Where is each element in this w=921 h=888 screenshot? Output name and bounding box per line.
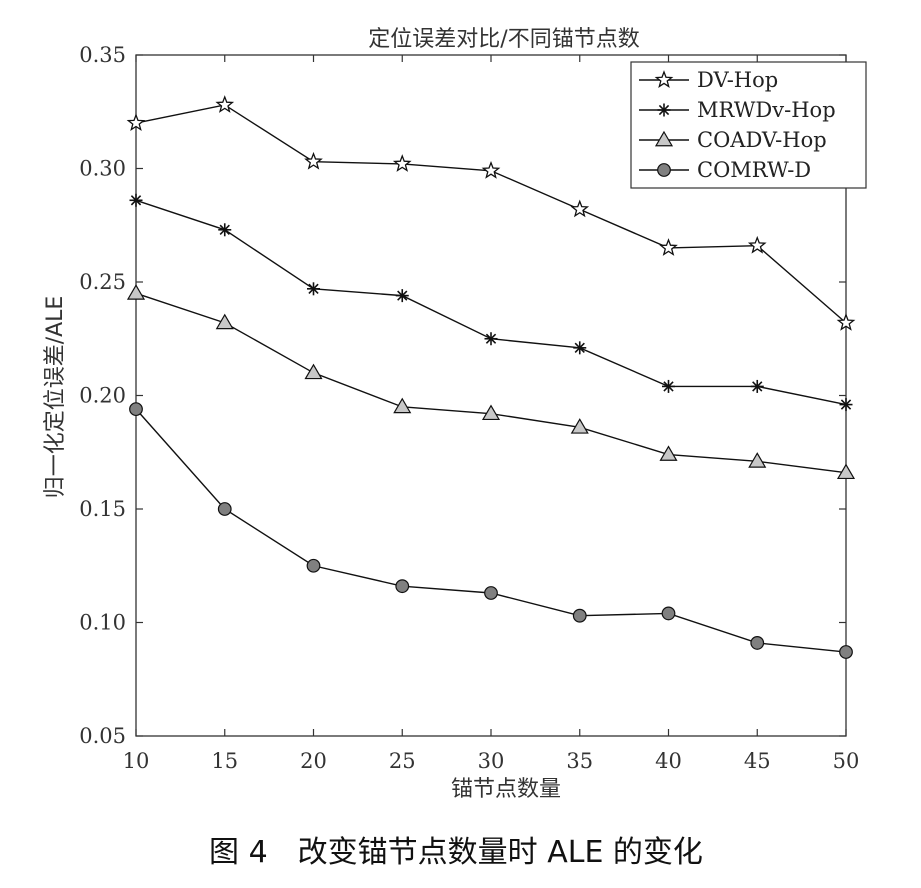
legend-label: MRWDv-Hop [697,98,836,122]
data-point [572,608,587,623]
axis-ticks: 10 15 20 25 30 35 40 45 50 0.05 0.10 0.15 0.20 0.25 0.… [79,43,859,773]
data-point [395,579,410,594]
series-dv-hop [126,95,856,331]
legend-label: COMRW-D [697,158,811,182]
data-point [836,463,856,480]
data-point [750,636,765,650]
data-point [215,95,235,113]
data-point [129,402,143,417]
x-tick-label: 45 [744,749,771,773]
figure-caption: 图 4 改变锚节点数量时 ALE 的变化 [209,835,703,870]
data-point [304,151,323,170]
x-tick-label: 30 [478,749,505,773]
y-tick-label: 0.35 [79,43,126,67]
data-point [304,363,323,380]
series-line [135,292,847,474]
data-point [839,645,853,659]
data-point [748,452,767,468]
data-point [484,332,498,346]
data-point [481,160,501,179]
data-point [747,235,767,254]
data-point [839,398,853,412]
series-line [135,199,847,406]
data-point [659,238,678,256]
y-tick-label: 0.15 [79,497,126,521]
y-tick-label: 0.10 [79,611,126,635]
data-point [217,502,232,516]
y-tick-label: 0.05 [79,724,126,748]
data-point [481,404,501,421]
x-tick-label: 25 [389,749,416,773]
legend-label: COADV-Hop [697,128,827,152]
legend-marker [657,163,671,177]
x-tick-label: 20 [300,749,327,773]
data-point [570,199,590,218]
data-point [836,313,856,331]
data-point [307,282,320,296]
data-point [218,223,232,237]
x-tick-label: 50 [833,749,860,773]
x-tick-label: 15 [211,749,238,773]
data-point [393,397,412,414]
data-point [570,418,589,434]
series-coadv-hop [126,284,856,480]
series-line [135,408,847,653]
legend: DV-Hop MRWDv-Hop COADV-Hop COMRW-D [630,61,867,189]
series-group [126,95,856,659]
x-axis-label: 锚节点数量 [451,777,561,802]
data-point [662,379,675,393]
x-tick-label: 10 [123,749,150,773]
x-tick-label: 35 [566,749,593,773]
data-point [395,289,409,303]
legend-entry: COADV-Hop [639,128,827,152]
series-mrwdv-hop [129,193,853,412]
data-point [573,341,587,355]
legend-entry: COMRW-D [639,158,811,182]
legend-entry: DV-Hop [639,68,778,92]
data-point [306,558,321,573]
y-tick-label: 0.25 [79,270,126,294]
legend-marker [657,103,671,117]
y-axis-label: 归一化定位误差/ALE [43,296,68,499]
legend-marker [654,130,674,147]
data-point [126,113,146,132]
legend-marker [654,70,674,88]
data-point [392,154,412,172]
y-tick-label: 0.20 [79,384,126,408]
legend-entry: MRWDv-Hop [639,98,836,122]
data-point [661,606,676,621]
x-tick-label: 40 [655,749,682,773]
data-point [129,193,143,207]
legend-label: DV-Hop [697,68,778,92]
y-tick-label: 0.30 [79,157,126,181]
data-point [484,586,498,600]
chart-title: 定位误差对比/不同锚节点数 [368,27,639,52]
data-point [126,284,146,300]
data-point [750,379,764,393]
data-point [659,445,678,461]
data-point [215,313,234,330]
series-comrw-d [129,402,853,659]
